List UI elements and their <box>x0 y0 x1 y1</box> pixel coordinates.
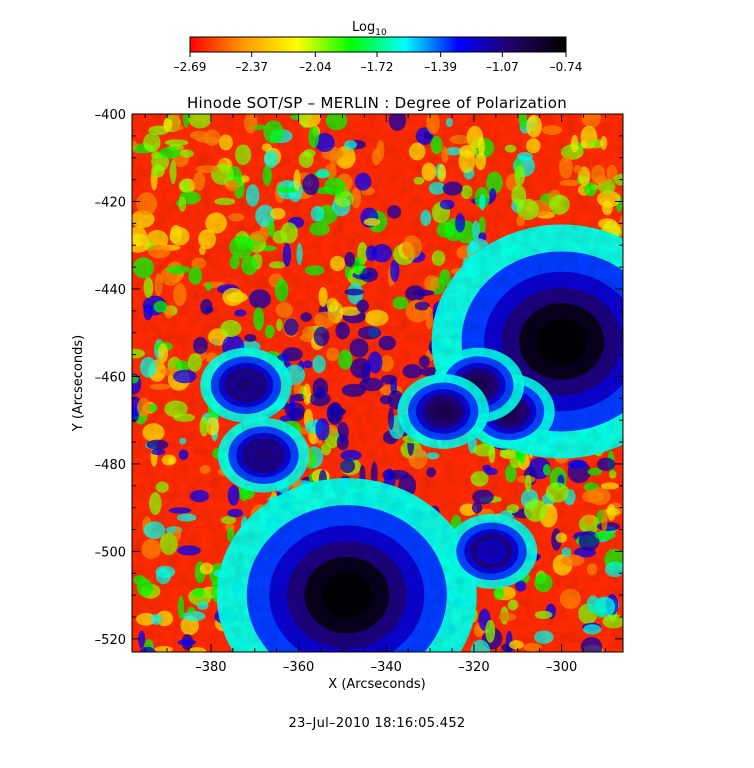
colorbar-tick-label: –0.74 <box>550 60 583 74</box>
y-tick-label: –500 <box>95 545 126 560</box>
colorbar-gradient <box>189 36 567 53</box>
colorbar: Log10 –2.69 –2.37 –2.04 –1.72 –1.39 –1.07 –0.7… <box>174 20 583 74</box>
colorbar-tick-label: –1.72 <box>361 60 394 74</box>
y-axis-label: Y (Arcseconds) <box>71 335 86 432</box>
colorbar-tick-label: –2.69 <box>174 60 207 74</box>
y-tick-label: –440 <box>95 283 126 298</box>
x-axis-label: X (Arcseconds) <box>328 677 425 692</box>
x-axis: –380 –360 –340 –320 –300 <box>144 114 606 675</box>
x-tick-label: –320 <box>458 660 489 675</box>
observation-timestamp: 23–Jul–2010 18:16:05.452 <box>288 716 466 731</box>
x-tick-label: –300 <box>546 660 577 675</box>
colorbar-tick-label: –2.04 <box>299 60 332 74</box>
colorbar-tick-label: –1.07 <box>486 60 519 74</box>
colorbar-tick-label: –2.37 <box>235 60 268 74</box>
y-axis: –400 –420 –440 –460 –480 –500 –520 <box>95 108 623 648</box>
y-tick-label: –400 <box>95 108 126 123</box>
y-tick-label: –460 <box>95 370 126 385</box>
x-tick-label: –360 <box>283 660 314 675</box>
heatmap-image <box>132 114 623 652</box>
colorbar-ticks: –2.69 –2.37 –2.04 –1.72 –1.39 –1.07 –0.74 <box>174 52 583 74</box>
x-tick-label: –380 <box>195 660 226 675</box>
y-tick-label: –480 <box>95 458 126 473</box>
y-tick-label: –420 <box>95 195 126 210</box>
colorbar-tick-label: –1.39 <box>424 60 457 74</box>
colorbar-label: Log10 <box>352 20 387 38</box>
chart-title: Hinode SOT/SP – MERLIN : Degree of Polar… <box>187 94 567 112</box>
plot-frame <box>131 113 624 653</box>
y-tick-label: –520 <box>95 633 126 648</box>
x-tick-label: –340 <box>371 660 402 675</box>
